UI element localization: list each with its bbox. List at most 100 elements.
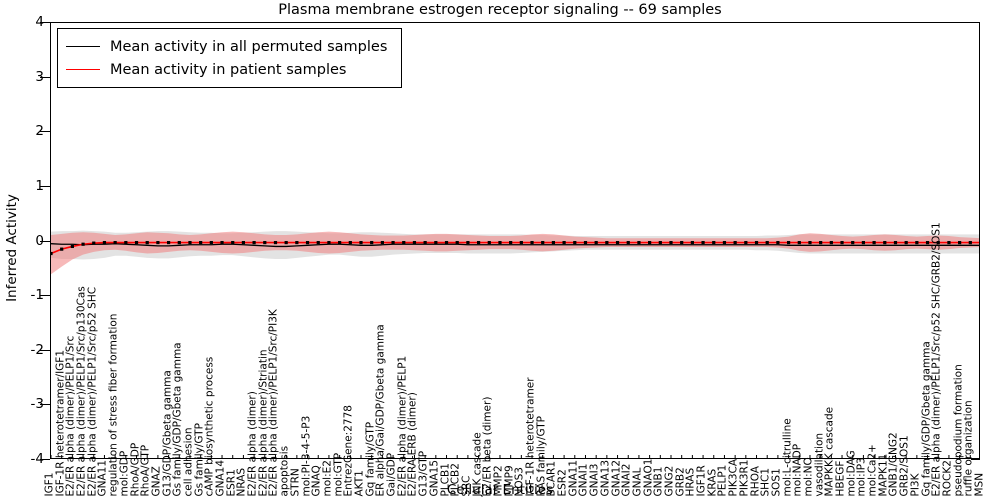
data-point-marker	[840, 240, 844, 245]
x-tick-label: SOS1	[770, 467, 783, 496]
data-point-marker	[177, 240, 181, 245]
data-point-marker	[359, 240, 363, 245]
data-point-marker	[658, 240, 662, 245]
data-point-marker	[220, 240, 224, 245]
data-point-marker	[861, 240, 866, 245]
x-axis-tick-labels: IGF1 IGF-1R heterotetramer/IGF1 E2/ER alph…	[44, 222, 986, 500]
x-tick-label: cell adhesion	[182, 426, 195, 496]
data-point-marker	[701, 240, 705, 245]
data-point-marker	[60, 247, 64, 251]
data-point-marker	[487, 240, 491, 245]
data-point-marker	[893, 240, 898, 245]
data-point-marker	[819, 240, 823, 245]
data-point-marker	[81, 242, 85, 246]
legend-label-permuted: Mean activity in all permuted samples	[110, 38, 388, 55]
data-point-marker	[519, 240, 523, 245]
data-point-marker	[776, 240, 780, 245]
data-point-marker	[305, 240, 310, 245]
y-tick-mark	[40, 295, 50, 297]
data-point-marker	[273, 240, 278, 245]
data-point-marker	[904, 240, 908, 245]
y-tick-mark	[40, 185, 50, 187]
y-tick-mark	[40, 349, 50, 351]
data-point-marker	[690, 240, 694, 245]
y-tick-label: 0	[35, 232, 44, 249]
x-tick-label: SRC	[460, 475, 473, 496]
y-tick-label: 1	[35, 177, 44, 194]
data-point-marker	[51, 251, 53, 256]
data-point-marker	[722, 240, 727, 245]
data-point-marker	[648, 240, 652, 245]
data-point-marker	[316, 240, 320, 245]
data-point-marker	[915, 240, 919, 245]
data-point-marker	[744, 240, 748, 245]
legend-item-permuted: Mean activity in all permuted samples	[66, 35, 387, 58]
x-tick-label: STRN	[289, 467, 302, 496]
x-tick-label: AKT1	[353, 469, 366, 496]
permuted-mean-line	[51, 243, 979, 248]
x-tick-label: PIK3R1	[738, 459, 751, 496]
data-point-marker	[883, 240, 887, 245]
x-tick-label: mol:GDP	[118, 450, 131, 496]
x-tick-label: mol:E2	[321, 459, 334, 496]
plot-area	[50, 22, 980, 459]
data-point-marker	[338, 240, 342, 245]
y-tick-label: 2	[35, 123, 44, 140]
data-point-marker	[455, 240, 459, 245]
x-tick-label: IGF1R	[695, 464, 708, 496]
data-point-marker	[797, 240, 801, 245]
data-point-marker	[295, 240, 299, 245]
y-tick-mark-right	[971, 459, 980, 460]
data-point-marker	[530, 240, 534, 245]
y-tick-mark	[40, 76, 50, 78]
data-point-marker	[765, 240, 769, 245]
x-tick-label: MMP2	[492, 464, 505, 496]
data-point-marker	[391, 240, 395, 245]
data-point-marker	[583, 240, 588, 245]
legend-line-black-icon	[66, 46, 100, 47]
x-tick-label: GNA14	[214, 459, 227, 496]
x-tick-label: E2/ER alpha (dimer)/PELP1/Src/p130Cas	[75, 285, 88, 496]
y-tick-label: 4	[35, 14, 44, 30]
x-tick-label: ROCK2	[941, 459, 954, 496]
data-point-marker	[199, 240, 203, 245]
data-point-marker	[92, 241, 96, 245]
series-svg	[51, 230, 979, 458]
x-axis-label: Cellular Entities	[446, 482, 554, 498]
plot-inner	[51, 23, 979, 458]
legend: Mean activity in all permuted samples Me…	[57, 28, 403, 88]
x-tick-label: E2/ER alpha (dimer)/PELP1/Src/p52 SHC/GR…	[930, 221, 943, 496]
data-point-marker	[605, 240, 609, 245]
y-tick-mark	[40, 240, 50, 242]
y-tick-label: -3	[30, 396, 44, 413]
data-point-marker	[466, 240, 470, 245]
y-tick-mark	[40, 404, 50, 406]
data-point-marker	[958, 240, 962, 245]
data-point-marker	[412, 240, 417, 245]
data-point-marker	[402, 240, 406, 245]
data-point-marker	[669, 240, 673, 245]
data-point-marker	[70, 244, 74, 249]
x-tick-label: Gai/GDP	[385, 452, 398, 496]
data-point-marker	[712, 240, 716, 245]
data-point-marker	[102, 240, 107, 245]
y-tick-mark	[40, 459, 50, 460]
x-tick-label: GNAL	[631, 466, 644, 496]
data-point-marker	[380, 240, 384, 245]
x-tick-label: HBEGF	[834, 460, 847, 496]
x-tick-label: mol:NO	[802, 456, 815, 496]
data-point-marker	[786, 240, 791, 245]
x-tick-label: GNA13	[599, 459, 612, 496]
data-point-marker	[263, 240, 267, 245]
data-point-marker	[188, 240, 192, 245]
data-point-marker	[573, 240, 577, 245]
data-point-marker	[284, 240, 288, 245]
data-point-marker	[498, 240, 502, 245]
data-point-marker	[444, 240, 449, 245]
data-point-marker	[808, 240, 812, 245]
data-point-marker	[134, 240, 139, 245]
legend-item-patient: Mean activity in patient samples	[66, 58, 387, 81]
data-point-marker	[113, 240, 117, 245]
data-point-marker	[145, 240, 149, 245]
